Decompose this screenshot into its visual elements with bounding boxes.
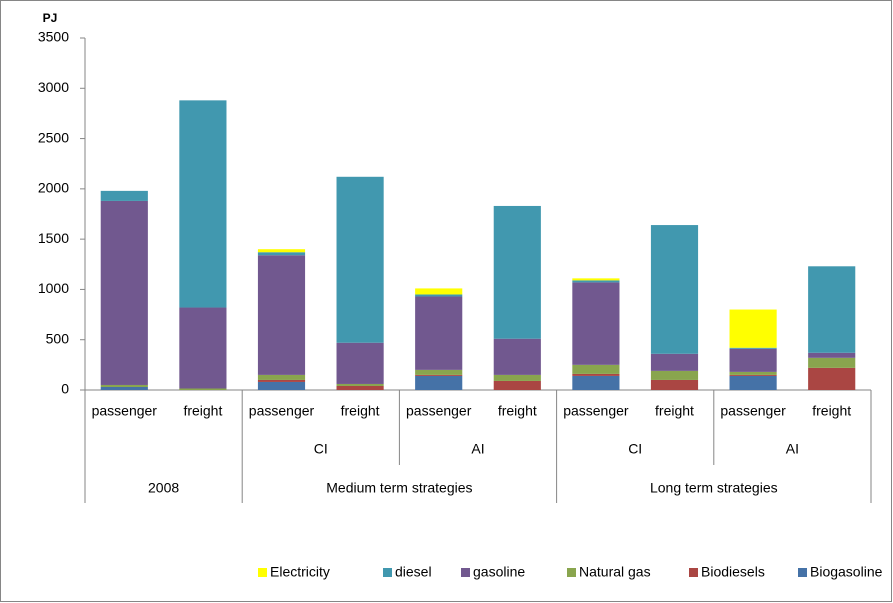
y-tick-label: 1500: [38, 230, 69, 246]
bar-segment: [493, 380, 541, 390]
x-tick-label: freight: [812, 403, 851, 419]
legend-swatch: [689, 568, 698, 577]
legend-label: gasoline: [473, 564, 525, 580]
legend-swatch: [798, 568, 807, 577]
bar-segment: [415, 375, 463, 390]
subgroup-label: AI: [786, 441, 799, 457]
bar-segment: [650, 370, 699, 380]
x-tick-label: freight: [498, 403, 537, 419]
bar-segment: [808, 266, 856, 353]
y-tick-label: 2500: [38, 129, 69, 145]
bar-segment: [257, 255, 306, 375]
bar-segment: [257, 381, 306, 390]
bar-segment: [336, 385, 384, 390]
bar-segment: [179, 307, 227, 389]
bar-segment: [729, 348, 777, 372]
bar-segment: [808, 357, 856, 368]
legend-swatch: [461, 568, 470, 577]
legend-label: diesel: [395, 564, 432, 580]
bar-segment: [336, 342, 384, 384]
x-tick-label: freight: [655, 403, 694, 419]
bar-segment: [179, 100, 227, 308]
x-tick-label: passenger: [249, 403, 315, 419]
bar-segment: [493, 338, 541, 375]
bar-segment: [729, 375, 777, 390]
bar-segment: [257, 249, 306, 253]
legend-swatch: [567, 568, 576, 577]
group-label: Long term strategies: [650, 480, 778, 496]
bar-segment: [808, 352, 856, 358]
bar-segment: [729, 371, 777, 375]
bar-segment: [336, 383, 384, 386]
y-tick-label: 2000: [38, 180, 69, 196]
bar-segment: [572, 373, 620, 376]
y-axis-label: PJ: [43, 11, 58, 25]
bar-segment: [650, 379, 699, 390]
bar-segment: [493, 205, 541, 339]
subgroup-label: AI: [471, 441, 484, 457]
bar-segment: [572, 280, 620, 283]
x-tick-label: passenger: [406, 403, 472, 419]
bar-segment: [257, 252, 306, 256]
legend-swatch: [383, 568, 392, 577]
bar-segment: [808, 367, 856, 390]
y-tick-label: 500: [46, 330, 70, 346]
bar-segment: [100, 384, 148, 387]
bar-segment: [100, 200, 148, 385]
subgroup-label: CI: [628, 441, 642, 457]
bar-segment: [179, 388, 227, 390]
bar-segment: [572, 282, 620, 365]
bar-segment: [572, 364, 620, 374]
y-tick-label: 0: [61, 381, 69, 397]
bar-segment: [257, 379, 306, 382]
x-tick-label: passenger: [563, 403, 629, 419]
bar-segment: [572, 375, 620, 390]
group-label: 2008: [148, 480, 179, 496]
subgroup-label: CI: [314, 441, 328, 457]
legend-label: Biodiesels: [701, 564, 765, 580]
bar-segment: [650, 225, 699, 354]
bar-segment: [257, 374, 306, 380]
bar-segment: [415, 374, 463, 376]
y-tick-label: 1000: [38, 280, 69, 296]
y-tick-label: 3500: [38, 29, 69, 45]
x-tick-label: passenger: [92, 403, 158, 419]
bar-segment: [650, 353, 699, 371]
bar-segment: [729, 374, 777, 376]
legend-label: Electricity: [270, 564, 330, 580]
group-label: Medium term strategies: [326, 480, 472, 496]
bar-segment: [336, 176, 384, 343]
bar-segment: [100, 190, 148, 201]
bar-segment: [415, 288, 463, 295]
bar-segment: [100, 386, 148, 390]
x-tick-label: passenger: [720, 403, 786, 419]
legend-swatch: [258, 568, 267, 577]
bar-segment: [729, 347, 777, 349]
legend-label: Natural gas: [579, 564, 651, 580]
bar-segment: [729, 309, 777, 348]
x-tick-label: freight: [341, 403, 380, 419]
bar-segment: [415, 294, 463, 297]
x-tick-label: freight: [183, 403, 222, 419]
bar-segment: [572, 278, 620, 281]
bar-segment: [415, 296, 463, 370]
bar-segment: [493, 374, 541, 381]
legend-label: Biogasoline: [810, 564, 883, 580]
bar-segment: [415, 369, 463, 375]
y-tick-label: 3000: [38, 79, 69, 95]
